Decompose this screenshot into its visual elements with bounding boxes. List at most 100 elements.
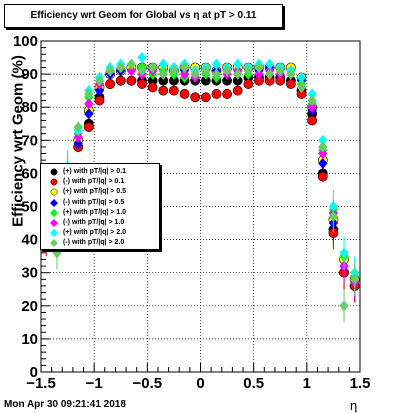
data-point xyxy=(148,61,158,74)
data-point xyxy=(158,68,168,80)
legend-label: (+) with pT/|q| > 0.1 xyxy=(63,168,127,175)
y-tick-label: 100 xyxy=(13,33,38,50)
y-tick-label: 40 xyxy=(21,232,38,249)
legend-entry: (-) with pT/|q| > 0.1 xyxy=(43,177,159,187)
data-point xyxy=(116,61,126,74)
y-tick-label: 0 xyxy=(30,364,38,381)
data-point xyxy=(105,65,115,77)
data-point xyxy=(83,122,94,132)
axes: −1.5 −1 −0.5 0 0.5 1 1.5 0 10 20 30 40 50 60 70 80 90 100 xyxy=(13,33,370,392)
data-point xyxy=(126,58,136,70)
legend-entry: (-) with pT/|q| > 1.0 xyxy=(43,218,159,228)
x-tick-label: 1 xyxy=(303,375,311,392)
data-point xyxy=(126,65,136,77)
data-point xyxy=(307,88,317,100)
data-point xyxy=(243,79,254,89)
data-point xyxy=(233,68,243,80)
legend-marker xyxy=(50,208,58,217)
x-tick-label: 1.5 xyxy=(350,375,371,392)
data-point xyxy=(137,65,147,77)
data-point xyxy=(147,82,158,93)
chart-title: Efficiency wrt Geom for Global vs η at p… xyxy=(30,10,257,21)
legend-entry: (-) with pT/|q| > 2.0 xyxy=(43,238,159,248)
data-point xyxy=(307,115,318,126)
data-point xyxy=(318,134,328,146)
data-point xyxy=(73,138,83,150)
data-point xyxy=(169,65,179,77)
x-tick-label: −1 xyxy=(86,375,103,392)
data-point xyxy=(233,58,243,70)
legend-label: (-) with pT/|q| > 2.0 xyxy=(63,239,125,247)
data-point xyxy=(190,68,200,80)
data-point xyxy=(350,273,360,285)
y-tick-label: 20 xyxy=(21,298,38,315)
data-point xyxy=(265,68,275,80)
data-point xyxy=(222,89,232,99)
y-axis-label: Efficiency wrt Geom (%) xyxy=(9,55,27,227)
legend-marker xyxy=(50,168,58,176)
data-point xyxy=(254,61,264,74)
data-point xyxy=(201,65,211,77)
data-point xyxy=(211,68,222,80)
data-point xyxy=(179,68,190,80)
data-point xyxy=(328,210,339,223)
data-point xyxy=(84,88,94,100)
legend-marker xyxy=(50,198,58,207)
legend-entry: (-) with pT/|q| > 0.5 xyxy=(43,198,159,208)
x-tick-label: −0.5 xyxy=(133,375,163,392)
data-point xyxy=(115,75,126,86)
data-point xyxy=(179,61,190,74)
x-tick-label: −1.5 xyxy=(26,375,56,392)
data-point xyxy=(318,141,328,153)
legend-label: (-) with pT/|q| > 0.5 xyxy=(63,198,125,206)
data-point xyxy=(265,58,275,70)
legend-marker-shape xyxy=(50,239,58,248)
data-point xyxy=(179,89,190,99)
legend-marker xyxy=(50,178,58,186)
data-point xyxy=(158,58,168,70)
data-point xyxy=(200,92,211,103)
y-tick-label: 60 xyxy=(21,165,38,182)
data-point xyxy=(94,75,105,87)
data-point xyxy=(126,75,137,86)
legend-entry: (+) with pT/|q| > 0.5 xyxy=(43,187,159,197)
data-point xyxy=(307,101,317,113)
y-tick-label: 50 xyxy=(21,199,38,216)
data-point xyxy=(296,71,307,84)
y-tick-label: 10 xyxy=(21,331,38,348)
y-tick-label: 70 xyxy=(21,132,38,149)
data-point xyxy=(339,247,349,259)
legend-marker-shape xyxy=(50,188,58,196)
data-point xyxy=(94,95,105,106)
timestamp: Mon Apr 30 09:21:41 2018 xyxy=(4,399,126,410)
data-point xyxy=(211,58,222,70)
legend-entry: (+) with pT/|q| > 1.0 xyxy=(43,208,159,218)
legend-marker xyxy=(50,239,58,248)
data-point xyxy=(318,147,328,160)
legend-label: (+) with pT/|q| > 2.0 xyxy=(63,229,127,237)
data-point xyxy=(73,131,83,143)
data-point xyxy=(94,85,105,97)
data-point xyxy=(222,65,232,77)
legend-label: (-) with pT/|q| > 1.0 xyxy=(63,219,125,226)
legend-marker-shape xyxy=(50,219,58,227)
legend-marker-shape xyxy=(50,208,58,217)
legend: (+) with pT/|q| > 0.1 (-) with pT/|q| > 0… xyxy=(40,163,160,250)
data-point xyxy=(339,300,349,312)
data-point xyxy=(105,79,116,89)
data-point xyxy=(285,79,296,89)
data-point xyxy=(318,157,328,170)
data-point xyxy=(158,85,169,96)
series-8 xyxy=(41,58,360,323)
data-point xyxy=(169,85,179,96)
data-point xyxy=(84,108,94,120)
y-tick-label: 30 xyxy=(21,265,38,282)
x-tick-label: 0 xyxy=(196,375,204,392)
x-axis-label: η xyxy=(350,398,358,413)
data-point xyxy=(286,68,296,80)
y-tick-label: 80 xyxy=(21,99,38,116)
title-box: Efficiency wrt Geom for Global vs η at p… xyxy=(4,4,283,28)
data-point xyxy=(73,121,83,133)
data-point xyxy=(137,79,147,89)
legend-entry: (+) with pT/|q| > 0.1 xyxy=(43,167,159,177)
